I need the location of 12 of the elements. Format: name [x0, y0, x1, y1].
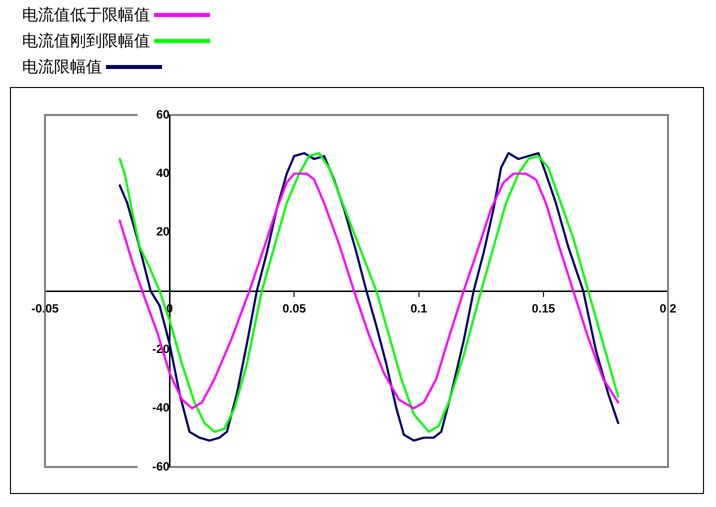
legend-label: 电流值低于限幅值 — [22, 4, 150, 26]
x-tick-label: 0.1 — [410, 302, 428, 316]
legend-label: 电流限幅值 — [22, 56, 102, 78]
x-tick-label: 0.15 — [532, 302, 556, 316]
y-tick-label: 20 — [156, 224, 170, 239]
x-tick-label: 0.05 — [282, 302, 306, 316]
y-tick-label: -60 — [152, 459, 170, 474]
legend-label: 电流值刚到限幅值 — [22, 30, 150, 52]
x-tick-label: -0.05 — [31, 302, 59, 316]
y-tick-label: 40 — [156, 166, 170, 180]
y-tick-label: 60 — [156, 107, 170, 122]
y-tick-label: -40 — [152, 400, 170, 415]
